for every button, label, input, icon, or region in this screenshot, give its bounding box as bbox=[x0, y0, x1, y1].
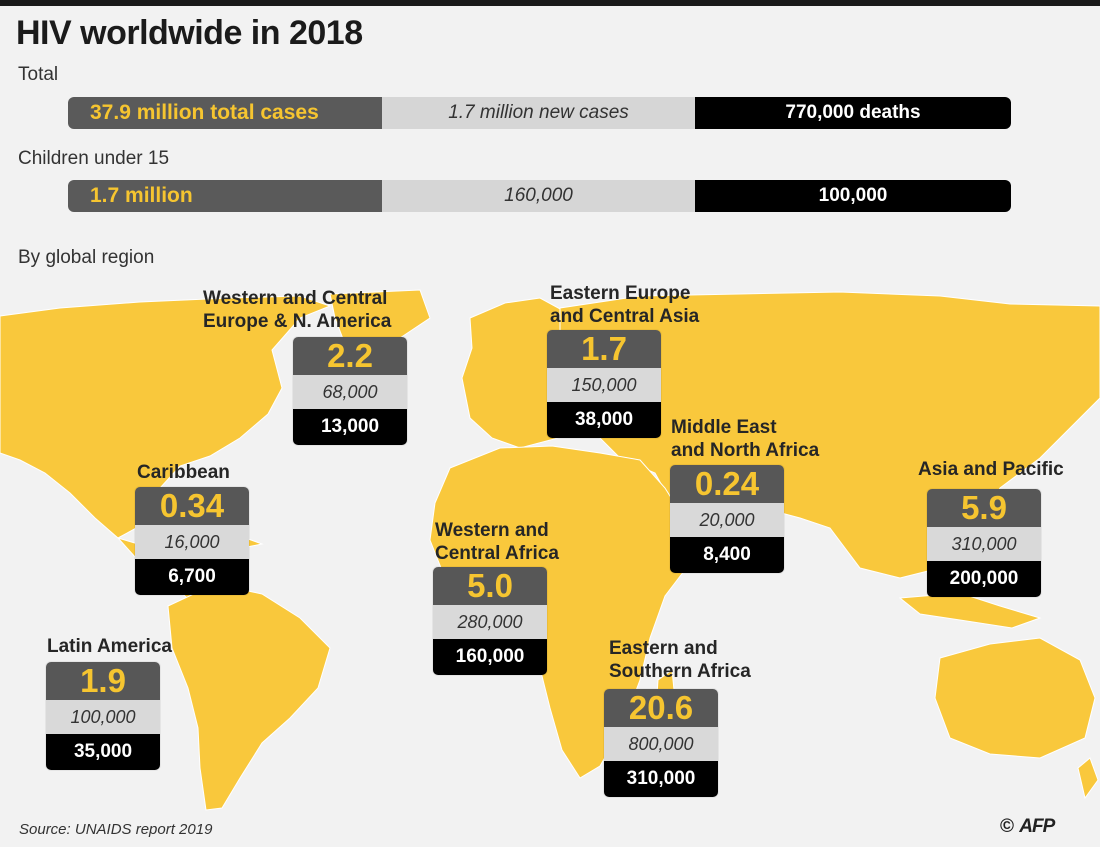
region-label-caribbean: Caribbean bbox=[137, 462, 230, 483]
source-note: Source: UNAIDS report 2019 bbox=[19, 821, 213, 838]
region-box-caribbean: 0.34 16,000 6,700 bbox=[135, 487, 249, 595]
region-deaths: 310,000 bbox=[604, 761, 718, 797]
region-deaths: 8,400 bbox=[670, 537, 784, 573]
indonesia-islands bbox=[898, 592, 1042, 629]
region-new-cases: 68,000 bbox=[293, 375, 407, 409]
north-america-landmass bbox=[0, 295, 332, 539]
region-label-western-europe: Western and Central Europe & N. America bbox=[203, 288, 392, 332]
region-box-eastern-europe: 1.7 150,000 38,000 bbox=[547, 330, 661, 438]
region-label-latin-america: Latin America bbox=[47, 636, 172, 657]
region-deaths: 160,000 bbox=[433, 639, 547, 675]
region-new-cases: 150,000 bbox=[547, 368, 661, 402]
afp-logo: AFP bbox=[1019, 816, 1055, 837]
children-new-cases: 160,000 bbox=[382, 180, 695, 212]
region-new-cases: 100,000 bbox=[46, 700, 160, 734]
region-total-cases: 20.6 bbox=[604, 689, 718, 727]
children-bar: 1.7 million 160,000 100,000 bbox=[68, 180, 1011, 212]
region-box-middle-east: 0.24 20,000 8,400 bbox=[670, 465, 784, 573]
region-total-cases: 2.2 bbox=[293, 337, 407, 375]
new-zealand-landmass bbox=[1077, 757, 1099, 800]
region-new-cases: 310,000 bbox=[927, 527, 1041, 561]
region-deaths: 200,000 bbox=[927, 561, 1041, 597]
australia-landmass bbox=[934, 637, 1096, 759]
region-box-eastern-africa: 20.6 800,000 310,000 bbox=[604, 689, 718, 797]
total-heading: Total bbox=[18, 64, 59, 85]
children-cases: 1.7 million bbox=[68, 180, 382, 212]
region-total-cases: 5.9 bbox=[927, 489, 1041, 527]
region-label-western-africa: Western and Central Africa bbox=[435, 520, 559, 564]
region-label-eastern-europe: Eastern Europe and Central Asia bbox=[550, 283, 700, 327]
total-deaths: 770,000 deaths bbox=[695, 97, 1011, 129]
south-america-landmass bbox=[167, 583, 331, 811]
region-box-latin-america: 1.9 100,000 35,000 bbox=[46, 662, 160, 770]
region-heading: By global region bbox=[18, 247, 155, 268]
region-label-asia-pacific: Asia and Pacific bbox=[918, 459, 1064, 480]
region-deaths: 35,000 bbox=[46, 734, 160, 770]
region-box-western-africa: 5.0 280,000 160,000 bbox=[433, 567, 547, 675]
region-new-cases: 280,000 bbox=[433, 605, 547, 639]
children-deaths: 100,000 bbox=[695, 180, 1011, 212]
region-box-asia-pacific: 5.9 310,000 200,000 bbox=[927, 489, 1041, 597]
region-deaths: 6,700 bbox=[135, 559, 249, 595]
region-label-middle-east: Middle East and North Africa bbox=[671, 417, 820, 461]
region-label-eastern-africa: Eastern and Southern Africa bbox=[609, 638, 751, 682]
region-new-cases: 16,000 bbox=[135, 525, 249, 559]
region-total-cases: 0.24 bbox=[670, 465, 784, 503]
region-total-cases: 1.9 bbox=[46, 662, 160, 700]
region-box-western-europe: 2.2 68,000 13,000 bbox=[293, 337, 407, 445]
region-new-cases: 20,000 bbox=[670, 503, 784, 537]
region-deaths: 38,000 bbox=[547, 402, 661, 438]
region-new-cases: 800,000 bbox=[604, 727, 718, 761]
copyright-icon: © bbox=[1000, 816, 1014, 837]
total-bar: 37.9 million total cases 1.7 million new… bbox=[68, 97, 1011, 129]
region-total-cases: 0.34 bbox=[135, 487, 249, 525]
region-total-cases: 5.0 bbox=[433, 567, 547, 605]
top-rule bbox=[0, 0, 1100, 6]
afp-credit: © AFP bbox=[1000, 816, 1055, 838]
total-new-cases: 1.7 million new cases bbox=[382, 97, 695, 129]
total-cases: 37.9 million total cases bbox=[68, 97, 382, 129]
page-title: HIV worldwide in 2018 bbox=[16, 14, 363, 52]
region-deaths: 13,000 bbox=[293, 409, 407, 445]
region-total-cases: 1.7 bbox=[547, 330, 661, 368]
children-heading: Children under 15 bbox=[18, 148, 170, 169]
